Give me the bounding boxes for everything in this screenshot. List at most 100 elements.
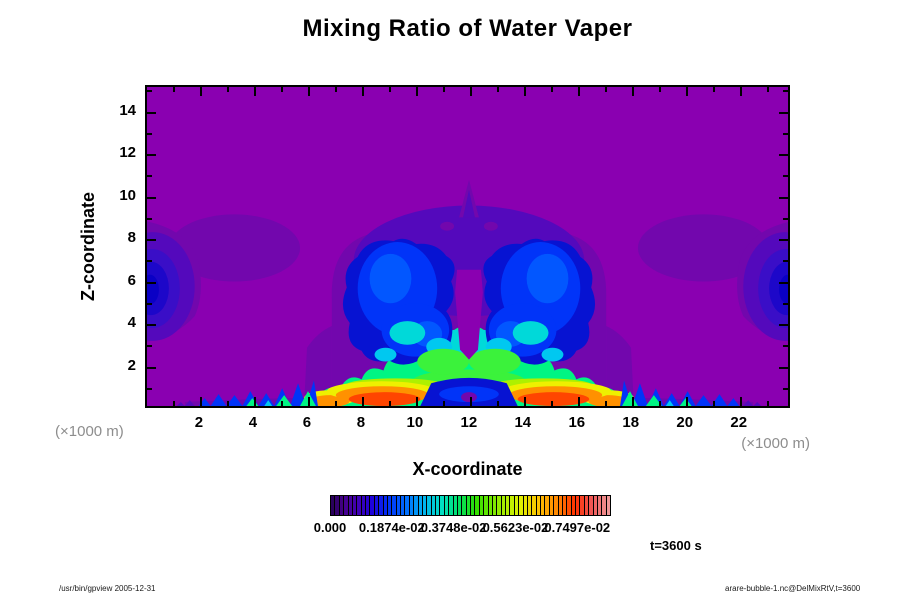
colorbar-segment: [492, 496, 498, 515]
chart-title: Mixing Ratio of Water Vaper: [302, 15, 633, 42]
x-tick: [469, 87, 472, 96]
x-axis-unit: (×1000 m): [741, 435, 810, 452]
x-tick-label: 18: [622, 414, 640, 431]
x-tick: [631, 87, 634, 96]
x-tick: [631, 397, 634, 406]
colorbar-segment: [457, 496, 463, 515]
x-tick: [388, 87, 391, 92]
colorbar-segment: [606, 496, 610, 515]
x-tick: [280, 87, 283, 92]
z-tick: [147, 366, 156, 369]
footer-command: /usr/bin/gpview 2005-12-31: [59, 584, 156, 593]
x-tick: [577, 397, 580, 406]
colorbar-segment: [471, 496, 476, 515]
colorbar-segment: [418, 496, 423, 515]
colorbar-segment: [510, 496, 515, 515]
x-tick: [523, 397, 526, 406]
colorbar-segment: [357, 496, 362, 515]
z-tick: [779, 239, 788, 241]
z-tick: [147, 196, 156, 199]
z-tick: [783, 132, 788, 135]
z-tick-label: 14: [119, 101, 136, 119]
x-tick: [415, 87, 418, 96]
colorbar-segment: [436, 496, 441, 515]
x-tick: [712, 401, 715, 406]
x-tick: [577, 87, 580, 96]
z-tick: [783, 90, 788, 93]
colorbar-segment: [589, 496, 594, 515]
x-tick-label: 12: [460, 414, 478, 431]
colorbar-segment: [387, 496, 393, 515]
axis-ticks: [147, 87, 788, 406]
x-tick: [523, 87, 526, 96]
colorbar-segment: [545, 496, 550, 515]
colorbar-segment: [576, 496, 581, 515]
x-tick-label: 2: [194, 414, 204, 431]
colorbar-segment: [370, 496, 375, 515]
colorbar-segment: [519, 496, 524, 515]
colorbar-segment: [523, 496, 528, 515]
colorbar: [330, 495, 611, 516]
colorbar-segment: [571, 496, 576, 515]
colorbar-segment: [593, 496, 598, 515]
x-tick-label: 20: [676, 414, 694, 431]
colorbar-segment: [584, 496, 590, 515]
colorbar-segment: [444, 496, 450, 515]
x-tick: [280, 401, 283, 406]
time-annotation: t=3600 s: [650, 538, 702, 553]
colorbar-segment: [344, 496, 349, 515]
colorbar-segment: [462, 496, 467, 515]
x-tick: [226, 87, 229, 92]
x-tick-label: 6: [302, 414, 312, 431]
colorbar-segment: [409, 496, 415, 515]
colorbar-segment: [331, 496, 336, 515]
colorbar-segment: [414, 496, 419, 515]
colorbar-segment: [549, 496, 555, 515]
colorbar-segment: [506, 496, 511, 515]
colorbar-segment: [484, 496, 489, 515]
x-tick: [172, 87, 175, 92]
contour-center-details: [420, 269, 518, 406]
z-tick-label: 12: [119, 144, 136, 161]
x-tick: [496, 87, 499, 92]
colorbar-segment: [401, 496, 406, 515]
x-tick: [739, 397, 742, 406]
x-tick: [469, 397, 472, 406]
z-tick-label: 2: [127, 356, 136, 374]
colorbar-segment: [352, 496, 358, 515]
x-tick: [685, 87, 688, 96]
z-tick-label: 4: [127, 314, 136, 331]
z-tick: [783, 175, 788, 178]
x-tick: [307, 87, 310, 96]
x-tick: [550, 87, 553, 92]
colorbar-segment: [554, 496, 559, 515]
colorbar-value-label: 0.3748e-02: [420, 520, 487, 535]
colorbar-segment: [479, 496, 485, 515]
colorbar-segment: [453, 496, 458, 515]
colorbar-segment: [440, 496, 445, 515]
z-tick: [783, 387, 788, 390]
z-tick: [147, 387, 152, 390]
x-tick: [685, 397, 688, 406]
z-tick: [783, 302, 788, 305]
plot-area: [145, 85, 790, 408]
colorbar-segment: [431, 496, 436, 515]
z-tick: [147, 324, 156, 326]
colorbar-segment: [558, 496, 563, 515]
z-tick: [779, 324, 788, 326]
z-tick: [783, 217, 788, 220]
colorbar-value-label: 0.000: [313, 520, 347, 535]
x-tick-label: 4: [248, 414, 258, 431]
colorbar-segment: [567, 496, 572, 515]
colorbar-segment: [335, 496, 340, 515]
x-tick-label: 8: [356, 414, 366, 431]
footer-dataset: arare-bubble-1.nc@DelMixRtV,t=3600: [725, 584, 861, 593]
colorbar-segment: [466, 496, 471, 515]
colorbar-segment: [361, 496, 366, 515]
z-axis-unit: (×1000 m): [55, 423, 124, 440]
z-tick: [147, 90, 152, 93]
x-tick-label: 16: [568, 414, 586, 431]
x-tick: [658, 87, 661, 92]
x-tick: [361, 397, 364, 406]
